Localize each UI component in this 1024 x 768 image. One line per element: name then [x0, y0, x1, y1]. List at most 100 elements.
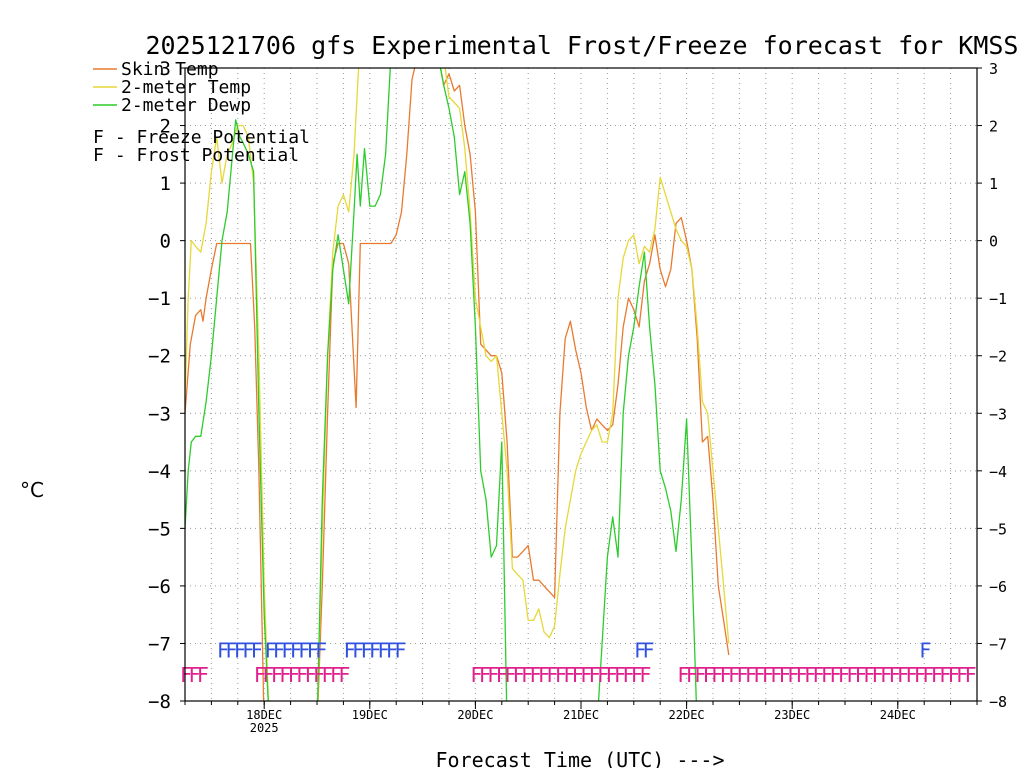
frost-flag: F	[225, 638, 237, 662]
frost-flag: F	[634, 638, 646, 662]
frost-flag: F	[281, 638, 293, 662]
y-tick-label-left: 0	[160, 231, 171, 253]
freeze-flag: F	[703, 663, 715, 687]
freeze-flag: F	[694, 663, 706, 687]
series-line-1	[185, 68, 730, 701]
freeze-flag: F	[639, 663, 651, 687]
freeze-flag: F	[521, 663, 533, 687]
freeze-flag: F	[813, 663, 825, 687]
freeze-flag: F	[686, 663, 698, 687]
flag-legend-glyph: F	[93, 145, 104, 166]
series-line-2	[185, 68, 730, 701]
freeze-flag: F	[745, 663, 757, 687]
y-tick-label-left: 1	[160, 173, 171, 195]
freeze-flag: F	[538, 663, 550, 687]
freeze-flag: F	[821, 663, 833, 687]
frost-flag: F	[377, 638, 389, 662]
freeze-flag: F	[796, 663, 808, 687]
freeze-flag: F	[956, 663, 968, 687]
frost-flag: F	[386, 638, 398, 662]
freeze-flag: F	[762, 663, 774, 687]
freeze-flag: F	[965, 663, 977, 687]
frost-flag: F	[264, 638, 276, 662]
freeze-flag: F	[889, 663, 901, 687]
y-tick-label-right: −6	[989, 578, 1007, 596]
frost-flag: F	[394, 638, 406, 662]
grid-lines	[185, 68, 977, 701]
legend-label: 2-meter Temp	[121, 77, 251, 98]
y-tick-label-left: −3	[148, 403, 171, 425]
freeze-flag: F	[262, 663, 274, 687]
legend-label: Skin Temp	[121, 59, 219, 80]
freeze-flag: F	[288, 663, 300, 687]
freeze-flag: F	[296, 663, 308, 687]
y-tick-label-right: −3	[989, 405, 1007, 423]
freeze-flag: F	[254, 663, 266, 687]
legend-label: 2-meter Dewp	[121, 95, 251, 116]
freeze-flag: F	[829, 663, 841, 687]
freeze-flag: F	[897, 663, 909, 687]
y-tick-label-right: −7	[989, 635, 1007, 653]
frost-flag: F	[344, 638, 356, 662]
x-tick-label: 18DEC	[246, 708, 282, 722]
freeze-flag: F	[580, 663, 592, 687]
freeze-flag: F	[922, 663, 934, 687]
freeze-flag: F	[622, 663, 634, 687]
freeze-flag: F	[787, 663, 799, 687]
freeze-flag: F	[872, 663, 884, 687]
x-tick-label: 22DEC	[669, 708, 705, 722]
freeze-flag: F	[631, 663, 643, 687]
frost-flag: F	[307, 638, 319, 662]
frost-flag: F	[919, 638, 931, 662]
freeze-flag: F	[880, 663, 892, 687]
freeze-flag: F	[338, 663, 350, 687]
freeze-flag: F	[572, 663, 584, 687]
freeze-flag: F	[330, 663, 342, 687]
freeze-flag: F	[931, 663, 943, 687]
series-line-3	[185, 68, 697, 701]
freeze-flag: F	[313, 663, 325, 687]
y-tick-label-left: 3	[160, 58, 171, 80]
frost-flag: F	[369, 638, 381, 662]
freeze-flag: F	[804, 663, 816, 687]
freeze-flag: F	[838, 663, 850, 687]
freeze-flag: F	[711, 663, 723, 687]
frost-flag: F	[273, 638, 285, 662]
y-tick-label-right: −8	[989, 693, 1007, 711]
y-tick-label-left: −4	[148, 461, 171, 483]
x-tick-label: 20DEC	[457, 708, 493, 722]
frost-flag: F	[251, 638, 263, 662]
freeze-flag: F	[614, 663, 626, 687]
frost-flag: F	[234, 638, 246, 662]
x-tick-sublabel: 2025	[250, 721, 279, 735]
freeze-flag: F	[606, 663, 618, 687]
frost-flag: F	[352, 638, 364, 662]
y-tick-label-right: 0	[989, 233, 998, 251]
y-tick-label-right: 1	[989, 175, 998, 193]
flag-legend-label: - Frost Potential	[104, 145, 299, 166]
freeze-flag: F	[905, 663, 917, 687]
freeze-flag: F	[470, 663, 482, 687]
axis-ticks: 3 3 2 2 1 1 0 0 −1 −1 −2 −2 −3 −3 −4 −4 −5 −5 −6 −6 −7 −7 −8 −8…	[148, 58, 1007, 735]
freeze-flag: F	[555, 663, 567, 687]
freeze-flag: F	[863, 663, 875, 687]
x-tick-label: 24DEC	[880, 708, 916, 722]
y-axis-unit-label: °C	[20, 478, 44, 502]
y-tick-label-right: −4	[989, 463, 1007, 481]
freeze-flag: F	[720, 663, 732, 687]
y-tick-label-left: −1	[148, 288, 171, 310]
y-tick-label-right: 3	[989, 60, 998, 78]
y-tick-label-left: −2	[148, 346, 171, 368]
y-tick-label-right: −2	[989, 348, 1007, 366]
frost-flag: F	[298, 638, 310, 662]
frost-flag: F	[315, 638, 327, 662]
y-tick-label-right: −1	[989, 290, 1007, 308]
freeze-flag: F	[855, 663, 867, 687]
freeze-flag: F	[677, 663, 689, 687]
freeze-flag: F	[546, 663, 558, 687]
freeze-flag: F	[496, 663, 508, 687]
y-tick-label-left: −8	[148, 691, 171, 713]
